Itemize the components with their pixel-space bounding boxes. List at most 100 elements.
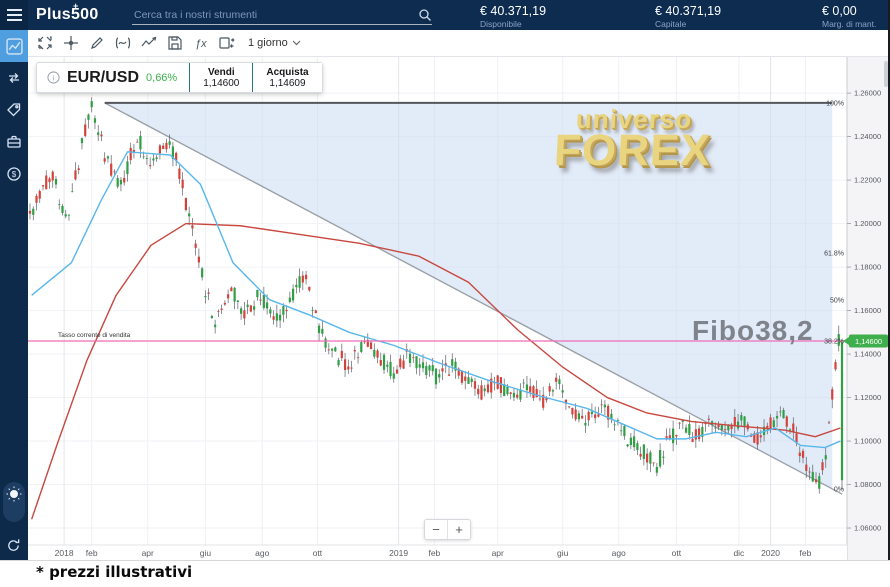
- instrument-card: i EUR/USD 0,66% Vendi 1,14600 Acquista 1…: [36, 62, 323, 93]
- sidebar-item-portfolio[interactable]: [0, 126, 28, 158]
- price-axis-label: 1.24000: [854, 132, 881, 141]
- balance-equity: € 40.371,19 Capitale: [655, 4, 721, 29]
- fib-level-label: 0%: [834, 486, 844, 493]
- fib-level-label: 38.2%: [824, 339, 844, 346]
- price-axis-label: 1.26000: [854, 89, 881, 98]
- menu-icon[interactable]: [0, 0, 28, 30]
- svg-text:1,14600: 1,14600: [855, 337, 882, 346]
- time-axis-label: apr: [492, 548, 504, 558]
- compare-icon[interactable]: [214, 32, 240, 54]
- functions-icon[interactable]: ƒx: [188, 32, 214, 54]
- sun-icon: [6, 486, 22, 502]
- ma-slow-line: [30, 222, 841, 520]
- buy-button[interactable]: Acquista 1,14609: [253, 63, 322, 92]
- price-axis-label: 1.08000: [854, 480, 881, 489]
- time-axis-label: ott: [313, 548, 323, 558]
- chart-area: Tasso corrente di vendita 100% 61.8% 50% 38.…: [28, 57, 890, 560]
- logo-plus-mark: +: [73, 1, 79, 11]
- fib-level-label: 50%: [830, 298, 844, 305]
- rate-line-label: Tasso corrente di vendita: [58, 332, 131, 339]
- time-axis-label: feb: [428, 548, 440, 558]
- sidebar-item-chart[interactable]: [0, 30, 28, 62]
- scrollbar-thumb[interactable]: [884, 61, 888, 87]
- time-axis-label: 2019: [389, 548, 408, 558]
- svg-text:i: i: [53, 73, 55, 82]
- time-axis-label: feb: [800, 548, 812, 558]
- price-axis-label: 1.18000: [854, 263, 881, 272]
- instrument-name[interactable]: EUR/USD: [67, 68, 140, 86]
- refresh-icon[interactable]: [6, 538, 21, 558]
- fit-chart-icon[interactable]: [32, 32, 58, 54]
- time-axis-label: apr: [142, 548, 154, 558]
- svg-text:ƒx: ƒx: [195, 38, 207, 50]
- time-axis-label: 2018: [55, 548, 74, 558]
- illustrative-prices-footnote: * prezzi illustrativi: [36, 563, 193, 581]
- instrument-change: 0,66%: [146, 71, 178, 84]
- plus500-logo: Plus500 +: [36, 1, 99, 23]
- current-price-badge: 1,14600: [843, 334, 888, 348]
- equity-label: Capitale: [655, 19, 687, 29]
- info-icon[interactable]: i: [47, 71, 60, 84]
- balance-margin: € 0,00 Marg. di mant.: [822, 4, 876, 29]
- line-type-icon[interactable]: [136, 32, 162, 54]
- chart-icon: [5, 37, 23, 55]
- time-axis-label: 2020: [761, 548, 780, 558]
- fib-level-label: 61.8%: [824, 250, 844, 257]
- ma-fast-line: [31, 151, 841, 449]
- zoom-out-button[interactable]: −: [425, 520, 447, 539]
- buy-label: Acquista: [266, 66, 309, 78]
- top-bar: Plus500+ € 40.371,19 Disponibile € 40.37…: [0, 0, 890, 30]
- sell-label: Vendi: [207, 66, 235, 78]
- tag-icon: [7, 103, 21, 117]
- briefcase-icon: [7, 135, 21, 148]
- margin-label: Marg. di mant.: [822, 19, 877, 29]
- candles-layer: [28, 97, 844, 494]
- search-icon[interactable]: [418, 8, 432, 22]
- margin-value: € 0,00: [822, 4, 857, 18]
- svg-text:$: $: [12, 170, 17, 179]
- indicators-icon[interactable]: [110, 32, 136, 54]
- time-axis-label: giu: [200, 548, 212, 558]
- price-axis-label: 1.16000: [854, 306, 881, 315]
- price-axis-label: 1.06000: [854, 524, 881, 533]
- price-axis-label: 1.12000: [854, 393, 881, 402]
- sidebar-item-funds[interactable]: $: [0, 158, 28, 190]
- dollar-coin-icon: $: [7, 167, 21, 181]
- transfer-arrows-icon: [9, 73, 19, 83]
- divider: [189, 63, 191, 92]
- price-axis-label: 1.14000: [854, 350, 881, 359]
- price-axis-gutter: [847, 57, 890, 560]
- left-sidebar: $: [0, 30, 28, 561]
- theme-toggle[interactable]: [3, 482, 25, 522]
- instrument-search[interactable]: [132, 5, 432, 25]
- sidebar-item-instruments[interactable]: [0, 94, 28, 126]
- price-axis-label: 1.22000: [854, 176, 881, 185]
- fib-level-label: 100%: [826, 100, 844, 107]
- price-axis-label: 1.20000: [854, 219, 881, 228]
- crosshair-icon[interactable]: [58, 32, 84, 54]
- zoom-in-button[interactable]: +: [448, 520, 470, 539]
- draw-icon[interactable]: [84, 32, 110, 54]
- divider: [252, 63, 254, 92]
- save-icon[interactable]: [162, 32, 188, 54]
- timeframe-selector[interactable]: 1 giorno: [248, 37, 301, 49]
- time-axis-label: dic: [733, 548, 745, 558]
- sell-price: 1,14600: [203, 77, 240, 89]
- equity-value: € 40.371,19: [655, 4, 722, 18]
- sell-button[interactable]: Vendi 1,14600: [190, 63, 253, 92]
- price-axis-label: 1.10000: [854, 437, 881, 446]
- time-axis-label: ago: [255, 548, 269, 558]
- time-axis-label: feb: [86, 548, 98, 558]
- chart-zoom-controls: − +: [424, 519, 471, 540]
- timeframe-label: 1 giorno: [248, 37, 288, 49]
- available-label: Disponibile: [480, 19, 522, 29]
- balance-available: € 40.371,19 Disponibile: [480, 4, 546, 29]
- price-chart[interactable]: Tasso corrente di vendita 100% 61.8% 50% 38.…: [28, 57, 890, 560]
- divider: [447, 520, 448, 539]
- window-bottom-border: [0, 560, 890, 561]
- search-input[interactable]: [132, 8, 418, 21]
- window-right-border: [888, 0, 890, 561]
- descending-trendline: [104, 102, 843, 495]
- sidebar-item-trade[interactable]: [0, 62, 28, 94]
